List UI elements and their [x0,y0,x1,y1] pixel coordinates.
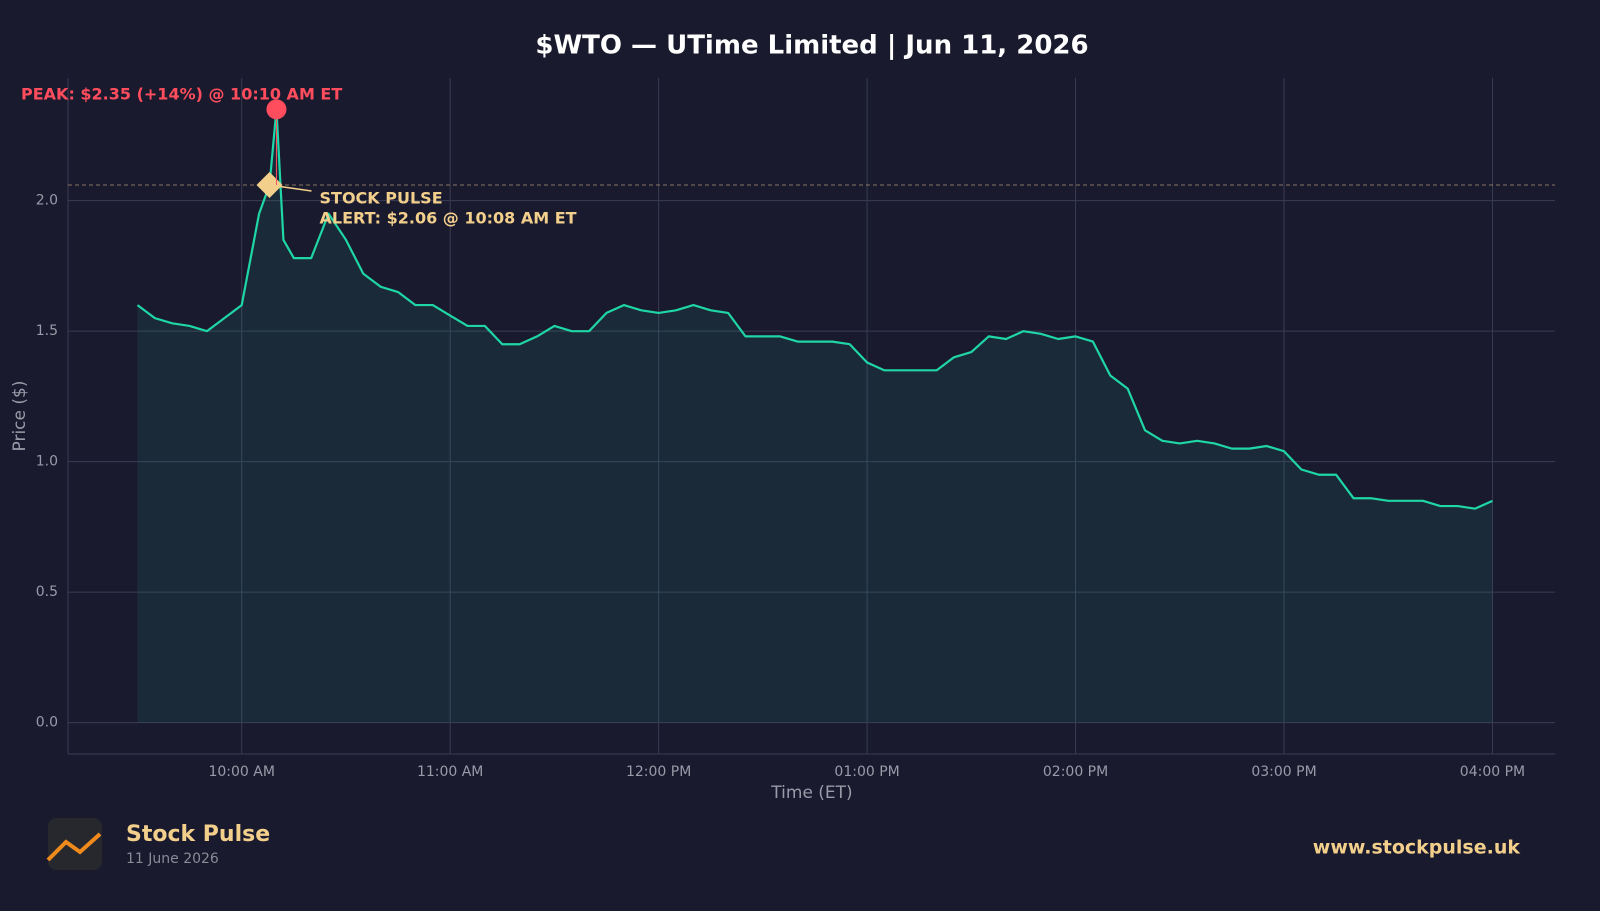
x-tick-label: 01:00 PM [834,764,899,780]
y-tick-label: 1.0 [36,454,58,470]
footer-url: www.stockpulse.uk [1313,837,1521,859]
y-tick-label: 0.5 [36,584,58,600]
price-line [136,108,1493,510]
x-tick-label: 12:00 PM [626,764,691,780]
logo [46,818,102,870]
alert-label: ALERT: $2.06 @ 10:08 AM ET [320,209,577,228]
y-tick-label: 2.0 [36,193,58,209]
area [137,109,1493,723]
peak-label: PEAK: $2.35 (+14%) @ 10:10 AM ET [21,85,342,104]
footer-date: 11 June 2026 [126,851,219,867]
brand: Stock Pulse [126,822,270,847]
peak-marker [266,99,287,120]
y-tick-label: 0.0 [36,715,58,731]
x-tick-label: 11:00 AM [417,764,483,780]
chart-title: $WTO — UTime Limited | Jun 11, 2026 [535,31,1088,61]
logo-icon [46,832,102,862]
y-axis-label: Price ($) [10,381,30,452]
x-tick-label: 02:00 PM [1043,764,1108,780]
x-axis-label: Time (ET) [770,783,852,803]
logo-box [48,818,102,870]
x-tick-label: 10:00 AM [208,764,274,780]
alert-label: STOCK PULSE [320,189,443,208]
x-tick-label: 04:00 PM [1460,764,1525,780]
y-tick-label: 1.5 [36,323,58,339]
x-tick-label: 03:00 PM [1251,764,1316,780]
